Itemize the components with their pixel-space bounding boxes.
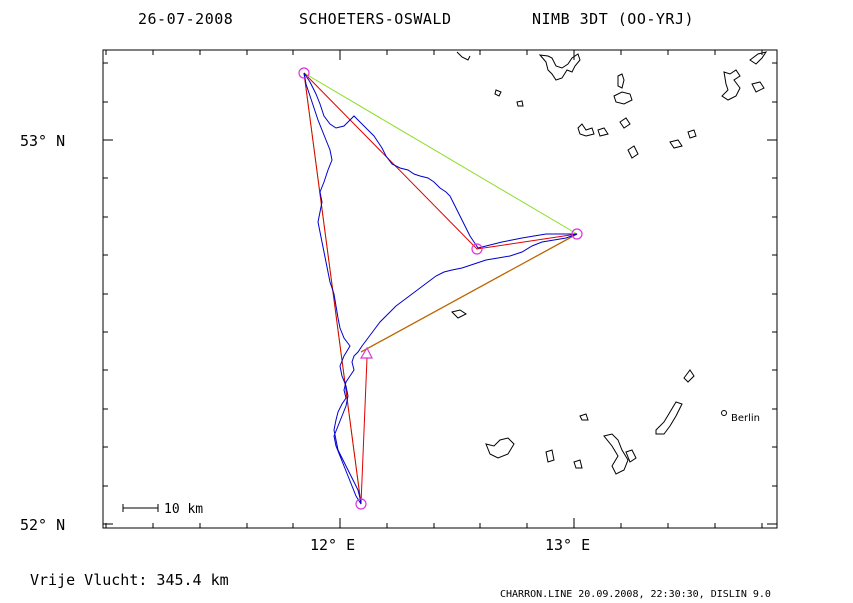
scale-bar xyxy=(122,504,159,512)
pilot-names: SCHOETERS-OSWALD xyxy=(299,10,452,28)
lake-outlines xyxy=(451,51,768,475)
turnpoint-north xyxy=(298,67,310,79)
flight-date: 26-07-2008 xyxy=(138,10,233,28)
axis-ticks xyxy=(103,50,777,528)
task-leg-red-top xyxy=(303,72,578,250)
aircraft-id: NIMB 3DT (OO-YRJ) xyxy=(532,10,694,28)
map-frame xyxy=(102,49,778,529)
gps-track xyxy=(303,72,578,505)
turnpoint-east xyxy=(571,228,583,240)
start-finish-triangle xyxy=(359,346,373,359)
lon-label-13: 13° E xyxy=(545,536,590,554)
city-marker xyxy=(721,410,727,416)
lon-label-12: 12° E xyxy=(310,536,355,554)
task-leg-orange xyxy=(360,233,578,353)
task-lines xyxy=(303,72,578,505)
turnpoint-middle xyxy=(471,243,483,255)
lat-label-53: 53° N xyxy=(20,132,65,150)
city-label: Berlin xyxy=(731,413,760,424)
task-leg-green-top xyxy=(303,72,578,235)
lat-label-52: 52° N xyxy=(20,516,65,534)
render-credit: CHARRON.LINE 20.09.2008, 22:30:30, DISLI… xyxy=(500,589,771,600)
free-flight-distance: Vrije Vlucht: 345.4 km xyxy=(30,571,229,589)
turnpoints xyxy=(298,67,583,510)
scale-bar-label: 10 km xyxy=(164,502,203,517)
turnpoint-south xyxy=(355,498,367,510)
